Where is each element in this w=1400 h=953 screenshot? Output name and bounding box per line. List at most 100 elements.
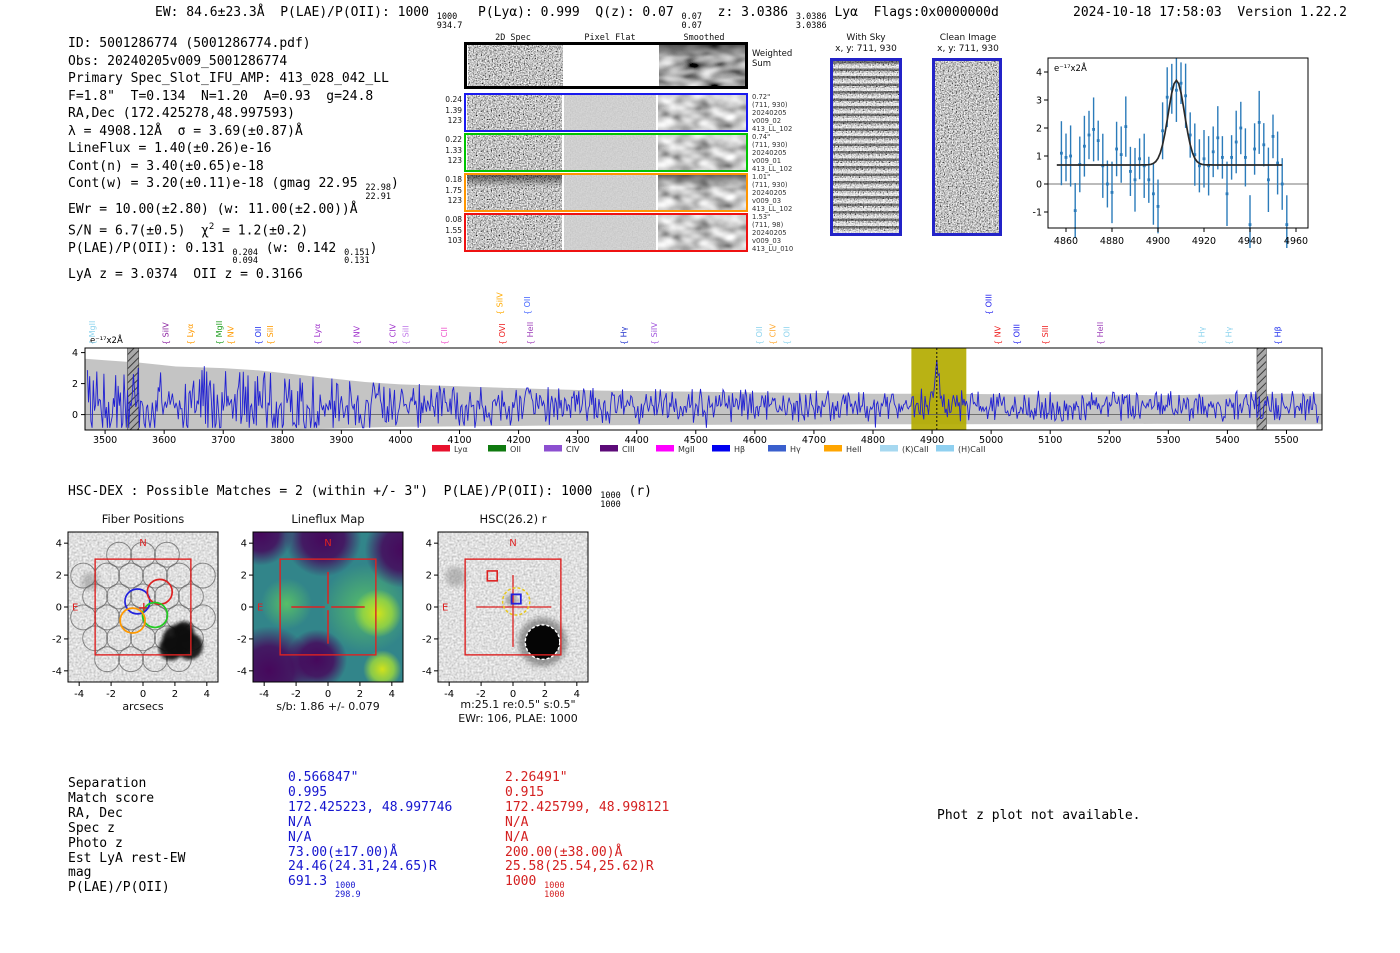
match-value-candidate-2: 2.26491" [505,770,568,785]
column-header-pixel-flat: Pixel Flat [584,33,636,43]
fiber-id-labels: 0.72" (711, 930) 20240205 v009_02 413_LL_102 [752,93,793,133]
fiber-positions-title: Fiber Positions [101,512,185,526]
svg-text:3500: 3500 [93,435,117,446]
info-line: P(LAE)/P(OII): 0.131 0.204 0.094 (w: 0.14… [68,240,378,267]
fiber-weight-labels: 0.08 1.55 103 [445,215,462,245]
noise-image [564,215,656,250]
weighted-fiber-circle [124,588,151,615]
photz-note: Phot z plot not available. [937,808,1141,823]
stacked-fraction: 3.0386 3.0386 [795,12,827,31]
svg-text:4500: 4500 [684,435,708,446]
info-line: EWr = 10.00(±2.80) (w: 11.00(±2.00))Å [68,202,358,218]
fiber-id-labels: 0.74" (711, 930) 20240205 v009_01 413_LL_102 [752,133,793,173]
svg-text:-4: -4 [422,666,432,677]
svg-text:4000: 4000 [388,435,412,446]
match-value-candidate-2: 25.58(25.54,25.62)R [505,859,654,875]
svg-text:-4: -4 [237,666,247,677]
stacked-fraction: 1000 1000 [600,491,621,510]
noise-image [468,45,563,86]
svg-text:4: 4 [426,539,432,550]
svg-text:{ SiIV: { SiIV [161,322,170,345]
match-value-candidate-1: 0.995 [288,784,328,800]
noise-image [564,95,656,130]
svg-text:-2: -2 [422,634,432,645]
pixel-flat-cell [564,175,656,210]
svg-text:-4: -4 [74,689,84,700]
match-value-candidate-1: N/A [288,814,312,830]
svg-text:-2: -2 [237,634,247,645]
svg-text:2: 2 [72,379,78,390]
svg-text:{ Lyα: { Lyα [186,324,195,345]
svg-text:4920: 4920 [1192,236,1216,247]
fiber-weight-labels: 0.18 1.75 123 [445,175,462,205]
north-label: N [324,538,331,549]
hsc-cutout-plot: N E -4 -4 -2 -2 0 0 2 2 4 4 [422,531,589,700]
match-value-candidate-1: N/A [288,829,312,845]
2d-spec-cell [467,135,562,170]
match-value-candidate-2: N/A [505,814,529,830]
svg-text:4900: 4900 [920,435,944,446]
catalog-object-aperture [524,624,561,661]
emission-line-labels: { MgII{ SiIV{ Lyα{ MgII{ NV{ OII{ SiII{ … [88,292,1283,345]
match-row-label: Est LyA rest-EW [68,850,186,866]
gaussian-fit-curve [1056,78,1283,166]
match-value-candidate-2: 1000 1000 1000 [505,874,565,900]
noise-image [467,215,562,250]
svg-text:4: 4 [574,689,580,700]
info-line: Primary Spec_Slot_IFU_AMP: 413_028_042_L… [68,71,389,87]
report-timestamp-version: 2024-10-18 17:58:03 Version 1.22.2 [1073,5,1347,20]
noise-image [467,135,562,170]
spectrum-line [86,359,1319,429]
svg-text:2: 2 [357,689,363,700]
match-row-label: mag [68,865,92,881]
noise-image [658,95,746,130]
svg-text:HeII: HeII [846,445,862,454]
svg-text:{ OIII: { OIII [1012,324,1021,345]
svg-text:0: 0 [72,410,78,421]
svg-text:-2: -2 [291,689,301,700]
match-table-row: Spec z N/A N/A [68,814,725,836]
extraction-box [464,558,562,656]
svg-text:4600: 4600 [743,435,767,446]
info-line: Obs: 20240205v009_5001286774 [68,53,288,69]
svg-text:{ MgII: { MgII [215,321,224,345]
stacked-fraction: 1000 934.7 [436,12,463,31]
svg-text:4200: 4200 [506,435,530,446]
svg-text:0: 0 [426,603,432,614]
svg-text:4800: 4800 [861,435,885,446]
match-table-row: Separation 0.566847" 2.26491" [68,770,725,791]
north-label: N [139,538,146,549]
2d-spec-cell [467,215,562,250]
svg-text:CIII: CIII [622,445,635,454]
smoothed-cell [658,175,746,210]
noise-image [467,95,562,130]
svg-text:5300: 5300 [1156,435,1180,446]
svg-text:2: 2 [542,689,548,700]
stacked-fraction: 0.07 0.07 [681,12,702,31]
svg-text:5200: 5200 [1097,435,1121,446]
svg-text:{ SIII: { SIII [1041,325,1050,345]
svg-text:{ Lyα: { Lyα [313,324,322,345]
line-legend: Lyα OII CIV CIII MgII Hβ Hγ HeII (K)CaII (H)CaII [432,445,985,454]
svg-text:4: 4 [241,539,247,550]
svg-text:4300: 4300 [566,435,590,446]
svg-text:5500: 5500 [1274,435,1298,446]
match-value-candidate-2: N/A [505,829,529,845]
fiber-xlabel: arcsecs [122,700,164,713]
svg-text:(K)CaII: (K)CaII [902,445,929,454]
svg-text:4: 4 [204,689,210,700]
svg-text:3600: 3600 [152,435,176,446]
full-spectrum-chart: 3500 3600 3700 3800 3900 4000 4100 4200 4300 4400… [72,292,1323,454]
pixel-flat-cell [564,135,656,170]
hsc-dex-match-header: HSC-DEX : Possible Matches = 2 (within +… [68,484,653,510]
fiber-id-labels: 1.01" (711, 930) 20240205 v009_03 413_LL_102 [752,173,793,213]
svg-text:-4: -4 [259,689,269,700]
svg-text:{ CIV: { CIV [389,323,398,345]
smoothed-cell [659,45,745,86]
sky-stripe-overlay [833,61,899,233]
info-line: LineFlux = 1.40(±0.26)e-16 [68,141,272,157]
match-row-label: P(LAE)/P(OII) [68,880,170,896]
smoothed-cell [658,95,746,130]
clean-image [932,58,1002,236]
info-line: λ = 4908.12Å σ = 3.69(±0.87)Å [68,123,303,139]
